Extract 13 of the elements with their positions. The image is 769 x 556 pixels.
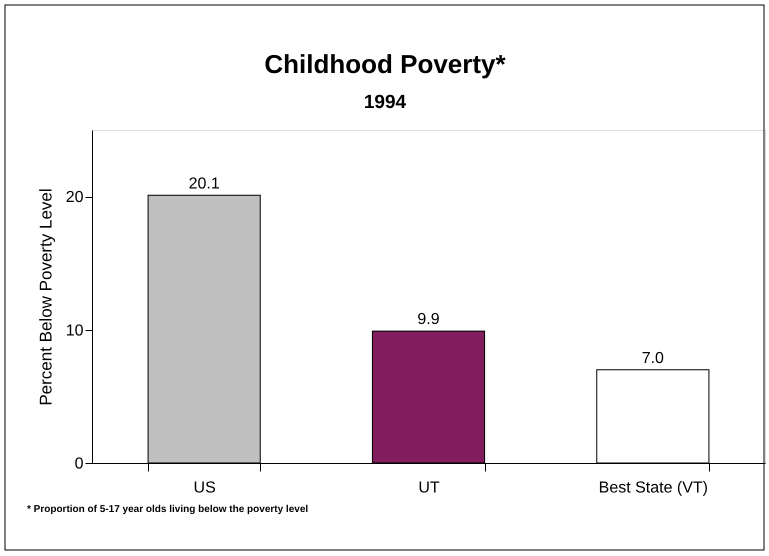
y-tick-label: 0 — [74, 456, 84, 472]
y-tick-label: 10 — [66, 322, 84, 340]
text: * Proportion of 5-17 year olds living below the poverty level — [27, 504, 308, 515]
x-tick-label: UT — [418, 480, 440, 496]
y-tick-label: 20 — [66, 189, 84, 206]
chart-subtitle: 1994 — [364, 92, 407, 113]
data-label: 20.1 — [188, 175, 220, 192]
data-label: 9.9 — [417, 311, 440, 328]
x-tick-label: Best State (VT) — [598, 480, 708, 496]
x-tick-label: US — [194, 480, 216, 496]
chart-title: Childhood Poverty* — [264, 49, 506, 79]
data-label: 7.0 — [642, 350, 664, 367]
y-axis-title: Percent Below Poverty Level — [36, 188, 56, 406]
